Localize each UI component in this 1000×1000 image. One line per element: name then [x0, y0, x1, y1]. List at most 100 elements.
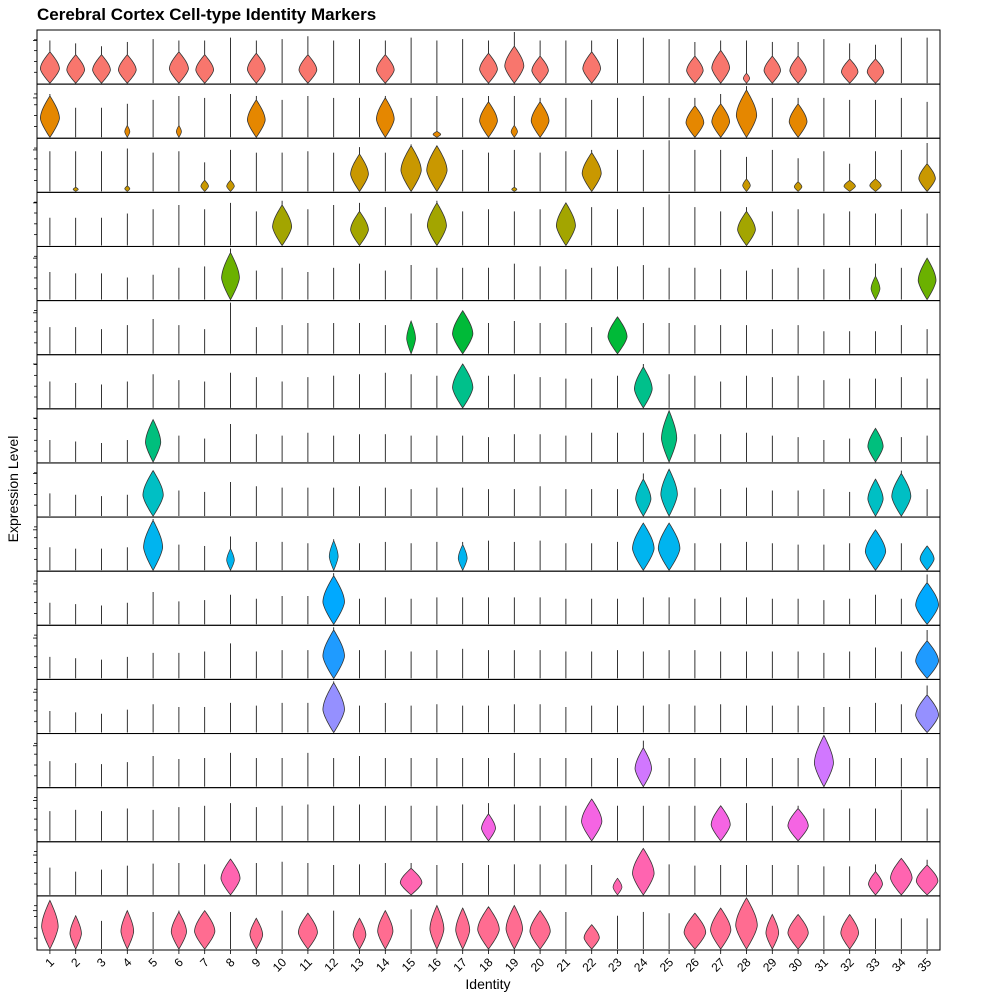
violin-body — [170, 911, 187, 950]
violin-body — [735, 897, 758, 950]
violin-body — [890, 857, 913, 896]
violin-body — [39, 51, 60, 84]
violin-body — [66, 54, 86, 84]
violin-spike — [124, 124, 131, 138]
violin-body — [788, 103, 808, 138]
x-tick-label: 16 — [425, 955, 445, 975]
panel-dock8 — [33, 678, 941, 735]
violin-body — [426, 202, 447, 247]
x-tick-label: 2 — [68, 955, 83, 970]
panels — [33, 29, 941, 951]
violin-body — [710, 907, 732, 950]
violin-body — [789, 55, 807, 84]
panel-ptgds — [33, 841, 941, 897]
violin-body — [452, 310, 474, 355]
violin-body — [350, 210, 369, 247]
violin-body — [479, 101, 498, 138]
x-tick-label: 7 — [197, 955, 212, 970]
x-tick-label: 15 — [399, 955, 419, 975]
x-tick-label: 27 — [708, 955, 728, 975]
violin-body — [685, 105, 705, 138]
violin-body — [660, 468, 678, 517]
x-tick-label: 30 — [786, 955, 806, 975]
violin-body — [168, 51, 189, 84]
violin-body — [918, 163, 936, 192]
violin-body — [581, 151, 602, 193]
panel-nr4a2 — [33, 787, 941, 843]
x-tick-label: 24 — [631, 955, 651, 975]
violin-body — [763, 55, 781, 84]
x-axis-title: Identity — [465, 976, 510, 992]
panel-hapln2 — [33, 245, 941, 302]
violin-body — [41, 899, 59, 950]
violin-body — [246, 99, 266, 138]
violin-body — [735, 89, 758, 138]
violin-body — [92, 54, 111, 84]
panel-olig2 — [33, 300, 941, 356]
violin-body — [686, 55, 704, 84]
violin-body — [915, 694, 939, 734]
violin-spike — [72, 186, 79, 192]
x-tick-label: 26 — [683, 955, 703, 975]
violin-spike — [406, 320, 416, 355]
violin-body — [350, 153, 369, 193]
violin-body — [917, 257, 937, 301]
violin-body — [145, 418, 162, 463]
violin-body — [915, 864, 939, 896]
x-axis: 1 2 3 4 5 6 7 8 9 10 11 12 13 14 15 16 17 18 19 20 21 22 23 24 2… — [42, 950, 934, 975]
x-tick-label: 6 — [171, 955, 186, 970]
x-tick-label: 34 — [889, 955, 909, 975]
violin-body — [249, 917, 264, 950]
x-tick-label: 3 — [94, 955, 109, 970]
x-tick-label: 17 — [450, 955, 470, 975]
violin-body — [481, 813, 496, 842]
x-tick-label: 33 — [863, 955, 883, 975]
violin-body — [841, 58, 859, 84]
x-tick-label: 23 — [605, 955, 625, 975]
violin-body — [195, 54, 215, 84]
x-tick-label: 8 — [223, 955, 238, 970]
violin-body — [765, 913, 780, 950]
violin-body — [322, 575, 345, 625]
violin-body — [632, 522, 655, 571]
violin-body — [400, 145, 422, 193]
x-tick-label: 1 — [42, 955, 57, 970]
violin-body — [711, 103, 731, 138]
violin-body — [298, 54, 318, 84]
violin-spike — [843, 179, 856, 192]
violin-body — [867, 427, 884, 463]
violin-body — [633, 366, 653, 409]
violin-body — [866, 58, 885, 84]
x-tick-label: 22 — [579, 955, 599, 975]
panel-csf1r — [33, 624, 941, 680]
panel-aqp4 — [33, 408, 941, 464]
violin-body — [142, 469, 164, 517]
violin-body — [634, 747, 652, 788]
violin-body — [919, 545, 935, 571]
violin-body — [915, 581, 939, 625]
x-tick-label: 5 — [146, 955, 161, 970]
violin-body — [375, 54, 395, 84]
violin-body — [635, 478, 652, 517]
violin-spike — [511, 186, 518, 192]
violin-spike — [328, 539, 339, 572]
violin-spike — [457, 543, 468, 571]
panel-cx3cr1 — [33, 570, 941, 626]
violin-spike — [226, 179, 235, 192]
violin-body — [868, 871, 883, 896]
violin-body — [710, 805, 731, 842]
violin-body — [221, 251, 240, 301]
violin-body — [531, 55, 549, 84]
violin-body — [120, 909, 135, 950]
x-tick-label: 18 — [476, 955, 496, 975]
violin-spike — [176, 124, 182, 138]
panel-gad1 — [33, 191, 941, 247]
violin-spike — [432, 130, 442, 138]
violin-body — [583, 924, 600, 950]
panel-pcp4 — [33, 83, 941, 139]
x-tick-label: 21 — [554, 955, 574, 975]
violin-body — [194, 909, 216, 950]
violin-body — [69, 914, 82, 950]
violin-body — [246, 52, 266, 84]
x-tick-label: 25 — [657, 955, 677, 975]
